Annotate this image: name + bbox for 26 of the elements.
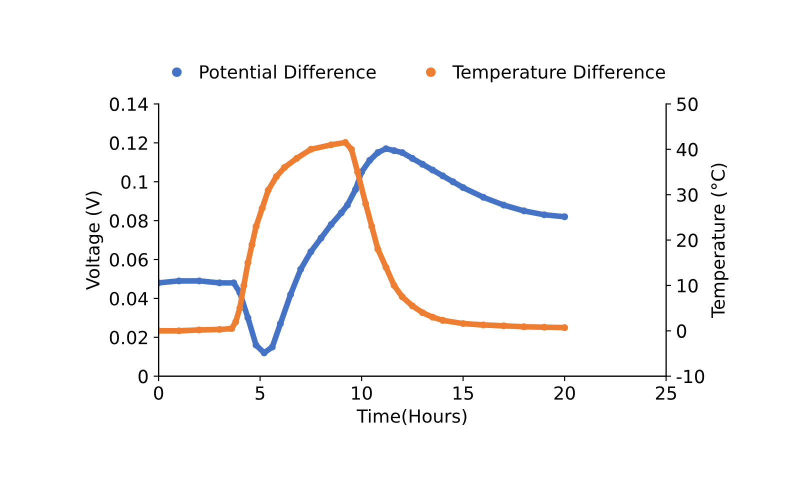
y-tick-label: 0.06 [110,252,148,267]
legend-label: Temperature Difference [452,64,665,82]
x-tick-label: 0 [154,386,164,400]
y2-axis-title: Temperature (°C) [710,164,728,318]
y-tick-label: 0.04 [110,292,148,306]
y2-tick-label: 40 [676,142,698,156]
y-tick-label: 0.08 [110,214,148,228]
y-tick-label: 0.1 [121,175,148,189]
y2-tick-label: 20 [677,234,698,248]
x-tick-label: 5 [256,386,264,400]
y2-tick-label: 10 [678,278,698,293]
legend-label: Potential Difference [200,64,376,79]
x-axis-title: Time(Hours) [356,408,466,426]
x-tick-label: 10 [352,386,372,400]
y-axis-title: Voltage (V) [86,192,104,290]
y2-tick-label: 30 [677,188,698,202]
y-tick-label: 0 [138,370,148,384]
y2-tick-label: 0 [677,324,686,338]
y2-tick-label: 50 [677,97,698,112]
x-tick-label: 15 [454,386,474,400]
y-tick-label: 0.14 [110,97,148,112]
x-tick-label: 25 [656,386,676,400]
x-tick-label: 20 [554,386,575,400]
y2-tick-label: -10 [676,370,704,384]
y-tick-label: 0.12 [110,136,148,150]
y-tick-label: 0.02 [110,330,148,344]
